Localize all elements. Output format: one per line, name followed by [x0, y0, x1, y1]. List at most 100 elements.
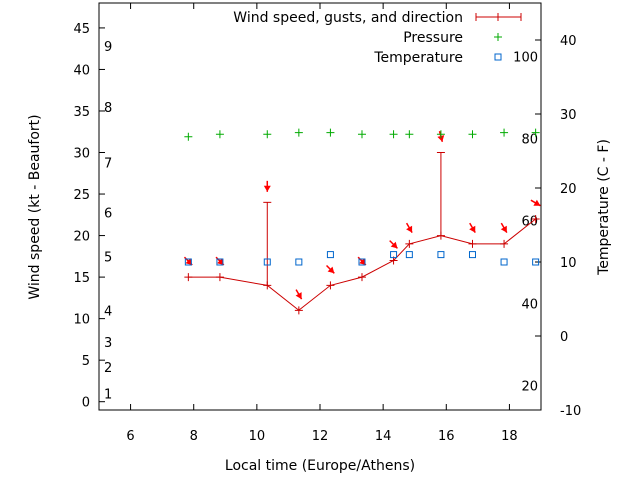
- y-left-tick-label: 0: [82, 396, 90, 411]
- ticks: [99, 3, 541, 411]
- pressure-point: [184, 132, 193, 141]
- y-right-tick-label: -10: [560, 404, 581, 419]
- beaufort-label: 1: [104, 387, 112, 402]
- wind-direction-arrowhead: [406, 225, 413, 233]
- pressure-point: [531, 128, 540, 137]
- wind-speed-point: [436, 231, 445, 240]
- wind-direction-arrowhead: [217, 258, 224, 265]
- temperature-point: [326, 251, 334, 259]
- pressure-point: [326, 128, 335, 137]
- y-left-tick-label: 30: [73, 147, 90, 162]
- wind-speed-point: [184, 273, 193, 282]
- wind-speed-point: [326, 281, 335, 290]
- y-left-tick-label: 35: [73, 105, 90, 120]
- legend-swatch-marker: [494, 33, 502, 41]
- legend-label: Pressure: [403, 30, 463, 46]
- pressure-point: [389, 130, 398, 139]
- pressure-point: [405, 130, 414, 139]
- y-right-tick-label: 10: [560, 256, 577, 271]
- wind-speed-line: [188, 218, 536, 311]
- pressure-point: [468, 130, 477, 139]
- wind-speed-point: [500, 239, 509, 248]
- wind-speed-point: [405, 239, 414, 248]
- y-right-tick-label: 0: [560, 330, 568, 345]
- legend-swatch-marker: [494, 13, 502, 21]
- fahrenheit-label: 60: [521, 215, 538, 230]
- temperature-point: [500, 258, 508, 266]
- beaufort-label: 8: [104, 101, 112, 116]
- temperature-point: [390, 251, 398, 259]
- pressure-point: [215, 130, 224, 139]
- beaufort-label: 2: [104, 361, 112, 376]
- wind-direction-arrowhead: [295, 292, 302, 300]
- fahrenheit-label: 20: [521, 380, 538, 395]
- beaufort-label: 3: [104, 336, 112, 351]
- beaufort-label: 7: [104, 156, 112, 171]
- y-axis-left-title: Wind speed (kt - Beaufort): [27, 114, 43, 299]
- tick-labels: 6 8 10 12 14 16 18051015202530354045123456789-…: [73, 22, 581, 444]
- pressure-point: [500, 128, 509, 137]
- temperature-point: [532, 258, 540, 266]
- x-tick-label: 14: [375, 429, 392, 444]
- wind-direction-arrowhead: [185, 258, 193, 265]
- legend-label: Wind speed, gusts, and direction: [233, 10, 463, 26]
- y-left-tick-label: 10: [73, 313, 90, 328]
- temperature-point: [468, 251, 476, 259]
- fahrenheit-label: 100: [513, 50, 538, 65]
- wind-speed-point: [263, 281, 272, 290]
- temperature-point: [405, 251, 413, 259]
- y-right-tick-label: 20: [560, 182, 577, 197]
- y-left-tick-label: 45: [73, 22, 90, 37]
- y-left-tick-label: 15: [73, 271, 90, 286]
- wind-direction-arrowhead: [263, 185, 271, 192]
- wind-direction-arrowhead: [533, 199, 541, 206]
- temperature-point: [216, 258, 224, 266]
- wind-direction-arrowhead: [437, 135, 445, 142]
- y-left-tick-label: 20: [73, 230, 90, 245]
- x-tick-label: 18: [501, 429, 518, 444]
- pressure-point: [294, 128, 303, 137]
- temperature-point: [263, 258, 271, 266]
- wind-speed-point: [215, 273, 224, 282]
- wind-direction-arrowhead: [390, 241, 398, 249]
- legend-label: Temperature: [373, 50, 463, 66]
- pressure-point: [357, 130, 366, 139]
- beaufort-label: 9: [104, 40, 112, 55]
- fahrenheit-label: 80: [521, 132, 538, 147]
- beaufort-label: 4: [104, 304, 112, 319]
- wind-speed-point: [468, 239, 477, 248]
- wind-speed-point: [294, 306, 303, 315]
- beaufort-label: 6: [104, 206, 112, 221]
- x-tick-label: 16: [438, 429, 455, 444]
- x-tick-label: 10: [249, 429, 266, 444]
- wind-speed-point: [531, 214, 540, 223]
- y-right-tick-label: 30: [560, 108, 577, 123]
- x-tick-label: 8: [190, 429, 198, 444]
- y-axis-right-title: Temperature (C - F): [596, 139, 612, 276]
- x-tick-label: 6: [126, 429, 134, 444]
- series-layer: [183, 128, 541, 315]
- y-left-tick-label: 5: [82, 354, 90, 369]
- wind-direction-arrowhead: [500, 225, 507, 233]
- wind-direction-arrowhead: [469, 225, 476, 233]
- wind-direction-arrowhead: [359, 258, 366, 265]
- pressure-point: [436, 130, 445, 139]
- temperature-point: [437, 251, 445, 259]
- temperature-point: [295, 258, 303, 266]
- beaufort-label: 5: [104, 250, 112, 265]
- x-axis-title: Local time (Europe/Athens): [225, 458, 415, 474]
- wind-direction-arrowhead: [327, 266, 335, 274]
- fahrenheit-label: 40: [521, 297, 538, 312]
- y-right-tick-label: 40: [560, 34, 577, 49]
- plot-area: [98, 2, 542, 411]
- legend: Wind speed, gusts, and direction Pressure…: [233, 10, 522, 66]
- y-left-tick-label: 25: [73, 188, 90, 203]
- legend-swatch-marker: [494, 53, 502, 61]
- pressure-point: [263, 130, 272, 139]
- temperature-point: [184, 258, 192, 266]
- temperature-point: [358, 258, 366, 266]
- x-tick-label: 12: [312, 429, 329, 444]
- y-left-tick-label: 40: [73, 63, 90, 78]
- wind-speed-point: [357, 273, 366, 282]
